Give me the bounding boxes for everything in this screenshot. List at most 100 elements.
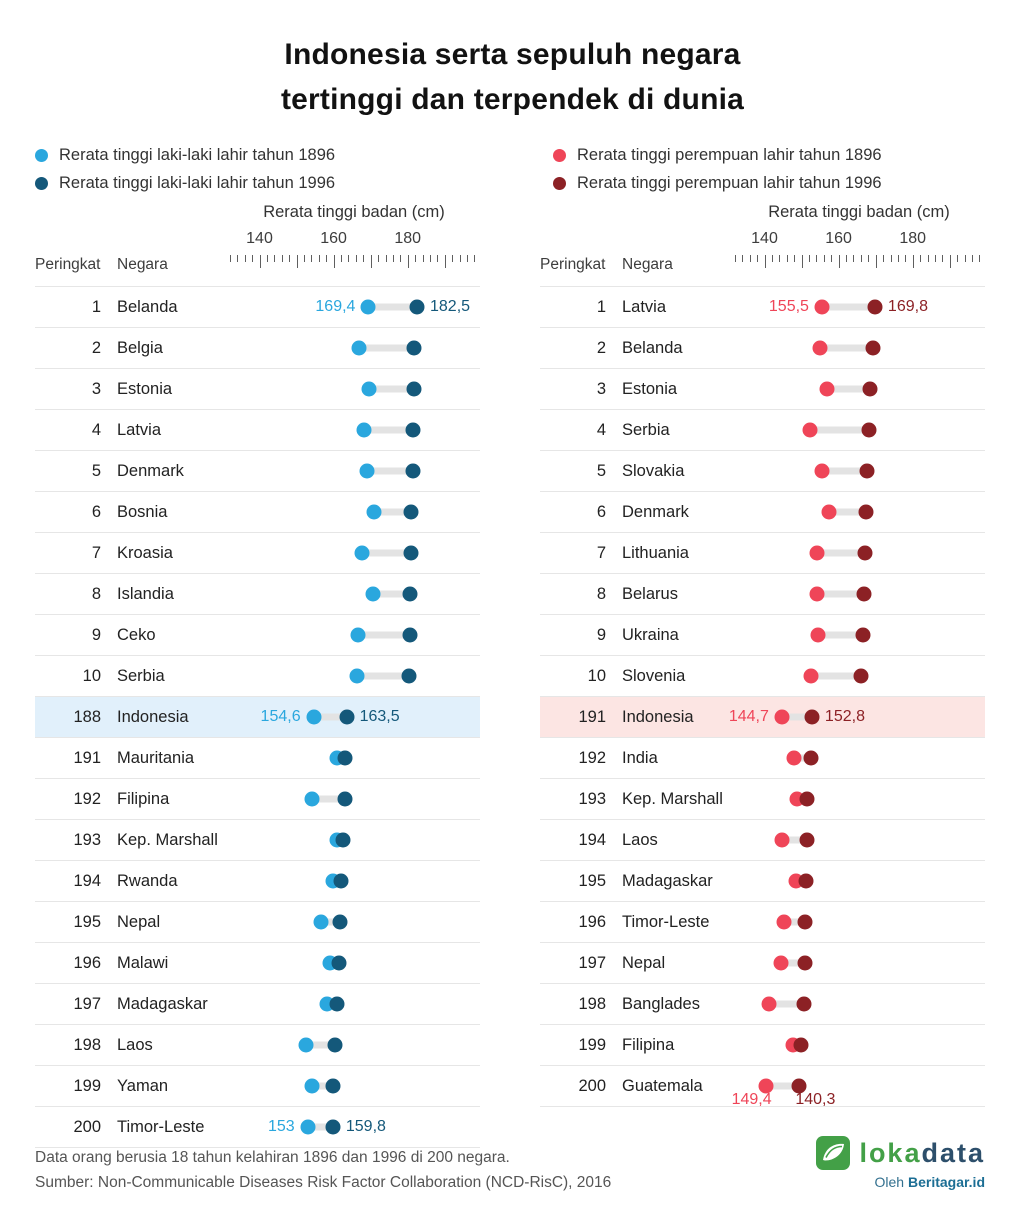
row-rank: 196 (73, 953, 101, 972)
ruler-tick (452, 255, 454, 262)
dot-1996 (865, 340, 881, 356)
dumbbell-connector (826, 385, 871, 393)
table-row: 195 Madagaskar (540, 861, 985, 902)
ruler-tick (370, 255, 372, 268)
row-plot (228, 492, 480, 532)
ruler-tick (303, 255, 305, 262)
dot-1996 (797, 914, 813, 930)
table-row: 10 Slovenia (540, 656, 985, 697)
table-row: 194 Rwanda (35, 861, 480, 902)
ruler-tick (333, 255, 335, 268)
axis-title: Rerata tinggi badan (cm) (768, 203, 950, 221)
dot-1896 (351, 340, 367, 356)
row-rank: 5 (596, 461, 606, 480)
dot-1896 (304, 1078, 320, 1094)
ruler-tick (979, 255, 981, 262)
ruler-tick (853, 255, 855, 262)
ruler-tick (467, 255, 469, 262)
row-rank: 1 (91, 297, 101, 316)
row-plot (733, 615, 985, 655)
row-rank: 192 (578, 748, 606, 767)
dot-1996 (406, 340, 422, 356)
row-plot (733, 902, 985, 942)
ruler-tick (957, 255, 959, 262)
dumbbell-connector (810, 426, 870, 434)
ruler-tick (244, 255, 246, 262)
byline-brand: Beritagar.id (907, 1174, 985, 1190)
row-country: Latvia (622, 297, 667, 316)
dumbbell-connector (374, 508, 412, 516)
row-country: Laos (117, 1035, 153, 1054)
row-rank: 198 (578, 994, 606, 1013)
rows-container: 1 Belanda 169,4 182,5 2 Belgia 3 Estonia 4 Latvia… (35, 286, 480, 1148)
lokadata-leaf-icon (816, 1136, 851, 1170)
row-rank: 6 (596, 502, 606, 521)
value-label-1896: 153 (267, 1118, 295, 1135)
table-row: 7 Lithuania (540, 533, 985, 574)
footer-note: Data orang berusia 18 tahun kelahiran 18… (35, 1149, 510, 1166)
ruler-tick (274, 255, 276, 262)
table-row: 6 Denmark (540, 492, 985, 533)
row-rank: 7 (596, 543, 606, 562)
table-row: 1 Latvia 155,5 169,8 (540, 287, 985, 328)
ruler-tick (764, 255, 766, 268)
dot-1996 (857, 545, 873, 561)
dot-1896 (298, 1037, 314, 1053)
table-row: 199 Filipina (540, 1025, 985, 1066)
row-plot (733, 943, 985, 983)
ruler-tick (897, 255, 899, 262)
table-row: 191 Indonesia 144,7 152,8 (540, 697, 985, 738)
row-country: Laos (622, 830, 658, 849)
value-label-1996: 152,8 (824, 708, 865, 725)
row-country: Denmark (622, 502, 689, 521)
row-country: Lithuania (622, 543, 689, 562)
ruler-tick (949, 255, 951, 268)
dot-1996 (329, 996, 345, 1012)
dot-1996 (853, 668, 869, 684)
row-country: Madagaskar (622, 871, 713, 890)
ruler-tick (749, 255, 751, 262)
dumbbell-connector (364, 426, 413, 434)
row-plot (228, 984, 480, 1024)
row-plot (228, 738, 480, 778)
row-plot (228, 902, 480, 942)
table-row: 198 Banglades (540, 984, 985, 1025)
ruler-tick (742, 255, 744, 262)
row-rank: 9 (91, 625, 101, 644)
dot-1996 (332, 914, 348, 930)
row-rank: 8 (596, 584, 606, 603)
ruler-tick (459, 255, 461, 262)
dot-1996 (403, 504, 419, 520)
row-country: Belanda (117, 297, 178, 316)
row-country: Kep. Marshall (117, 830, 218, 849)
table-row: 191 Mauritania (35, 738, 480, 779)
value-label-1996: 159,8 (345, 1118, 386, 1135)
row-country: Rwanda (117, 871, 178, 890)
legend-item: Rerata tinggi perempuan lahir tahun 1896 (553, 141, 882, 169)
row-plot (733, 779, 985, 819)
row-rank: 4 (596, 420, 606, 439)
dot-1896 (313, 914, 329, 930)
axis-tick-labels: 140 160 180 (228, 230, 480, 252)
row-plot (228, 574, 480, 614)
row-rank: 200 (73, 1117, 101, 1136)
table-row: 193 Kep. Marshall (540, 779, 985, 820)
row-rank: 1 (596, 297, 606, 316)
row-rank: 188 (73, 707, 101, 726)
row-rank: 197 (578, 953, 606, 972)
row-country: Filipina (622, 1035, 675, 1054)
row-country: Indonesia (622, 707, 694, 726)
column-header-country: Negara (117, 256, 168, 273)
row-country: Denmark (117, 461, 184, 480)
dot-1996 (333, 873, 349, 889)
row-country: Malawi (117, 953, 169, 972)
table-row: 10 Serbia (35, 656, 480, 697)
dot-1996 (401, 668, 417, 684)
table-row: 1 Belanda 169,4 182,5 (35, 287, 480, 328)
row-plot (733, 656, 985, 696)
ruler-tick (474, 255, 476, 262)
dot-1996 (402, 586, 418, 602)
dumbbell-connector (368, 385, 414, 393)
ruler-tick (823, 255, 825, 262)
row-country: Yaman (117, 1076, 169, 1095)
